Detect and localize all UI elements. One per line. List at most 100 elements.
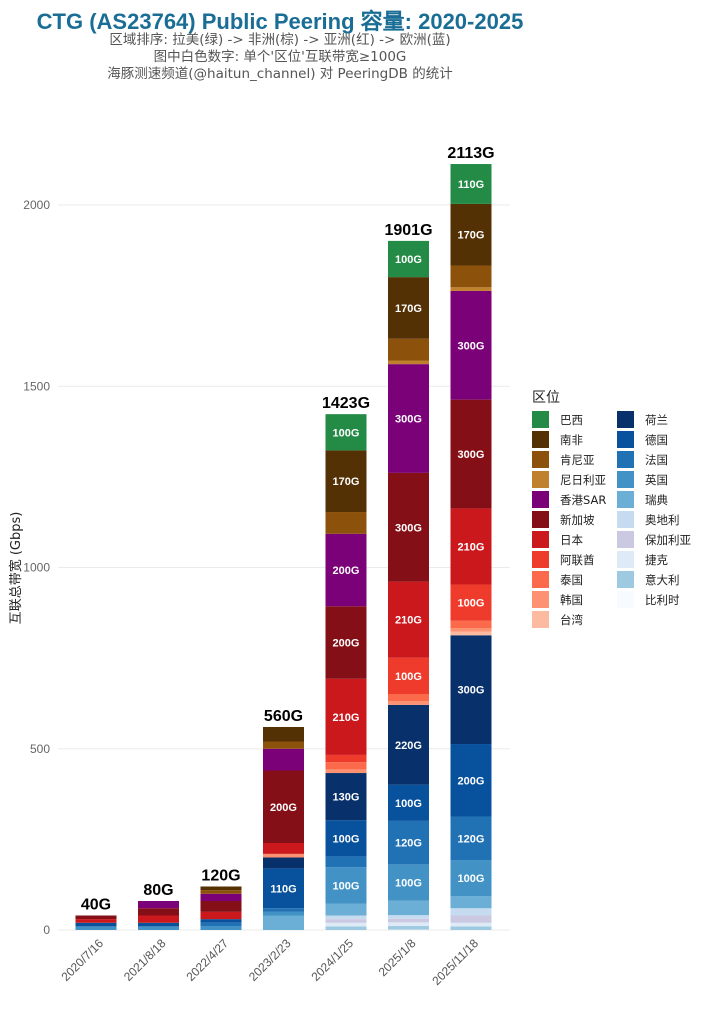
chart-subtitle-3: 海豚测速频道(@haitun_channel) 对 PeeringDB 的统计: [107, 66, 453, 82]
y-tick-label: 2000: [23, 198, 50, 212]
segment-label: 100G: [333, 427, 360, 439]
bar-segment: [450, 860, 492, 897]
legend-label: 泰国: [560, 573, 583, 587]
bar-segment: [388, 581, 429, 658]
bar-segment: [75, 926, 117, 930]
bar-total-label: 40G: [81, 897, 111, 914]
bar-segment: [388, 926, 429, 930]
bar-segment: [450, 265, 492, 288]
bar-segment: [388, 820, 429, 865]
legend-label: 韩国: [560, 593, 583, 607]
legend-label: 德国: [645, 433, 668, 447]
x-tick-label: 2021/8/18: [121, 936, 169, 984]
segment-label: 170G: [458, 230, 485, 242]
bar-segment: [450, 816, 492, 861]
bar-segment: [325, 926, 367, 930]
bar-segment: [263, 911, 304, 916]
bar-total-label: 80G: [143, 882, 173, 899]
segment-label: 100G: [395, 254, 422, 266]
segment-label: 200G: [333, 565, 360, 577]
legend-swatch: [617, 531, 634, 548]
bar-segment: [450, 508, 492, 585]
bar-segment: [388, 784, 429, 821]
bar-segment: [138, 922, 179, 927]
bar-segment: [450, 631, 492, 636]
legend-label: 保加利亚: [645, 533, 691, 547]
bar-segment: [450, 203, 492, 266]
bar-total-label: 2113G: [447, 145, 494, 162]
bar-segment: [388, 338, 429, 361]
bar-segment: [325, 867, 367, 904]
segment-label: 300G: [458, 449, 485, 461]
y-tick-label: 0: [43, 923, 50, 937]
bar-segment: [450, 584, 492, 621]
bar-segment: [200, 886, 242, 891]
bar-segment: [138, 908, 179, 916]
y-tick-label: 500: [30, 742, 50, 756]
bar-segment: [200, 922, 242, 927]
bar-segment: [450, 620, 492, 629]
legend-swatch: [532, 411, 549, 428]
legend-label: 台湾: [560, 613, 583, 627]
segment-label: 300G: [395, 414, 422, 426]
legend-label: 奥地利: [645, 513, 680, 527]
bar-segment: [263, 843, 304, 854]
bar-segment: [263, 853, 304, 858]
x-tick-label: 2023/2/23: [246, 936, 294, 984]
bar-segment: [263, 748, 304, 771]
bar-segment: [325, 773, 367, 821]
legend-label: 法国: [645, 453, 668, 467]
chart-subtitle-2: 图中白色数字: 单个'区位'互联带宽≥100G: [153, 49, 407, 65]
legend-label: 瑞典: [645, 493, 668, 507]
bar-total-label: 1423G: [322, 395, 370, 412]
legend-label: 尼日利亚: [560, 473, 606, 487]
bar-segment: [388, 864, 429, 901]
legend-label: 荷兰: [645, 413, 668, 427]
legend-label: 日本: [560, 533, 583, 547]
bar-segment: [450, 628, 492, 632]
bar-segment: [450, 896, 492, 909]
segment-label: 210G: [395, 615, 422, 627]
legend-swatch: [532, 511, 549, 528]
bar-segment: [325, 606, 367, 679]
bar-segment: [388, 701, 429, 705]
bar-segment: [325, 820, 367, 857]
bar-segment: [388, 704, 429, 785]
legend-label: 肯尼亚: [560, 453, 595, 467]
bar-segment: [325, 922, 367, 927]
legend-swatch: [617, 511, 634, 528]
bar-segment: [200, 890, 242, 894]
legend-swatch: [617, 471, 634, 488]
segment-label: 100G: [333, 880, 360, 892]
segment-label: 100G: [395, 671, 422, 683]
legend-swatch: [532, 551, 549, 568]
x-tick-label: 2025/1/8: [376, 936, 419, 979]
bar-segment: [450, 399, 492, 509]
x-tick-label: 2024/1/25: [308, 936, 356, 984]
bar-segment: [388, 915, 429, 919]
bar-segment: [263, 857, 304, 869]
bar-segment: [388, 360, 429, 365]
legend-label: 捷克: [645, 553, 668, 567]
bar-segment: [200, 926, 242, 930]
bar-segment: [325, 450, 367, 513]
legend-label: 巴西: [560, 413, 583, 427]
legend-swatch: [617, 411, 634, 428]
segment-label: 100G: [395, 798, 422, 810]
bar-segment: [388, 472, 429, 582]
x-tick-label: 2025/11/18: [429, 936, 481, 988]
legend-swatch: [617, 431, 634, 448]
x-tick-label: 2020/7/16: [58, 936, 106, 984]
legend-swatch: [617, 551, 634, 568]
segment-label: 100G: [395, 878, 422, 890]
segment-label: 200G: [270, 802, 297, 814]
bar-segment: [450, 908, 492, 916]
bar-segment: [388, 900, 429, 916]
bar-segment: [325, 754, 367, 763]
bar-segment: [450, 164, 492, 204]
legend-label: 比利时: [645, 593, 680, 607]
bar-segment: [450, 926, 492, 930]
legend-title: 区位: [532, 390, 560, 406]
bar-segment: [200, 919, 242, 923]
segment-label: 110G: [458, 179, 484, 191]
